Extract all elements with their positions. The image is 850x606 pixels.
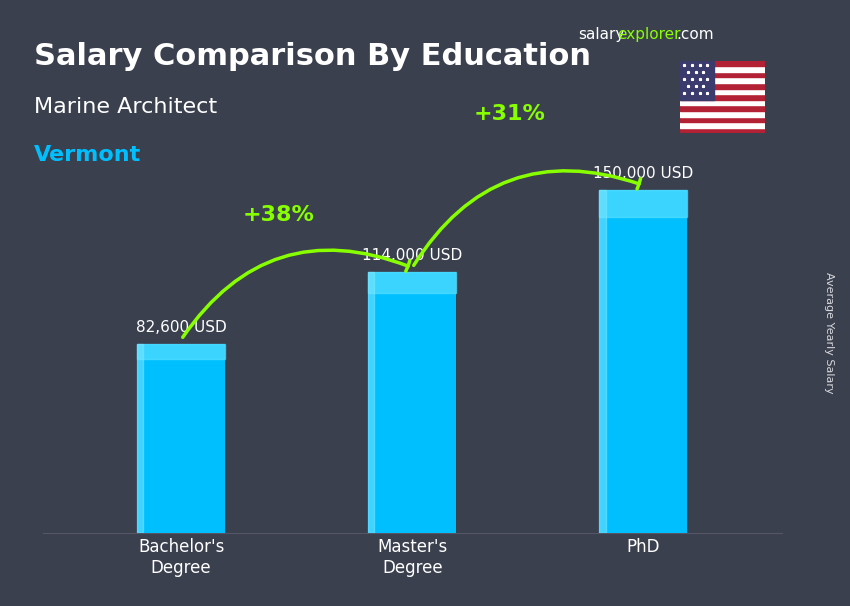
Bar	[368, 272, 375, 533]
Bar	[680, 61, 765, 66]
Text: Salary Comparison By Education: Salary Comparison By Education	[34, 42, 591, 72]
Bar	[599, 190, 688, 218]
Text: +31%: +31%	[473, 104, 545, 124]
Text: Average Yearly Salary: Average Yearly Salary	[824, 273, 835, 394]
Bar	[137, 344, 225, 533]
Text: .com: .com	[677, 27, 714, 42]
Bar	[680, 122, 765, 128]
Text: +38%: +38%	[242, 205, 314, 225]
Text: 114,000 USD: 114,000 USD	[362, 248, 462, 263]
Bar	[680, 83, 765, 88]
Bar	[368, 272, 456, 533]
Text: 150,000 USD: 150,000 USD	[593, 165, 694, 181]
Text: Vermont: Vermont	[34, 145, 141, 165]
Bar	[680, 88, 765, 94]
Bar	[680, 128, 765, 133]
Bar	[680, 116, 765, 122]
Bar	[680, 66, 765, 72]
Bar	[680, 94, 765, 100]
Bar	[680, 72, 765, 78]
Bar	[599, 190, 605, 533]
Text: salary: salary	[578, 27, 625, 42]
Bar	[680, 111, 765, 116]
Text: Marine Architect: Marine Architect	[34, 97, 217, 117]
Bar	[368, 272, 456, 293]
Bar	[137, 344, 225, 359]
Text: 82,600 USD: 82,600 USD	[136, 320, 227, 335]
Text: explorer: explorer	[617, 27, 681, 42]
Bar	[680, 78, 765, 83]
Bar	[680, 105, 765, 111]
Bar	[137, 344, 144, 533]
Bar	[680, 100, 765, 105]
Bar	[680, 61, 714, 100]
Bar	[599, 190, 688, 533]
